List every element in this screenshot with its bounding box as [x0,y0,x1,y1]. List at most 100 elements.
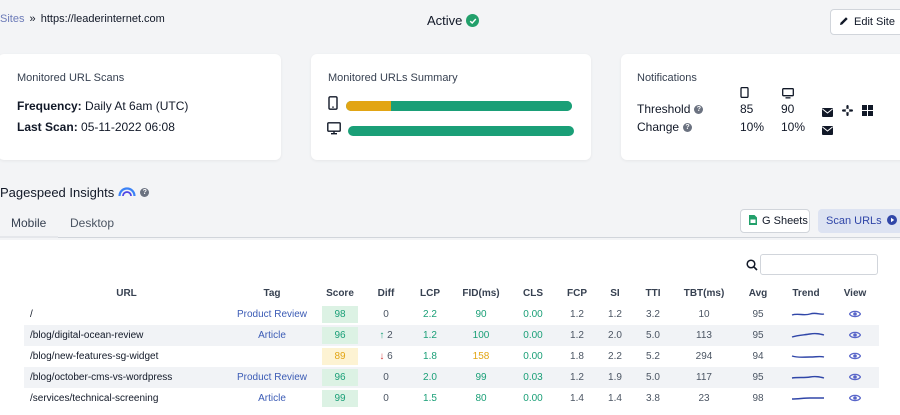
tab-mobile[interactable]: Mobile [11,216,47,230]
view-eye-icon[interactable] [836,388,874,409]
change-label-text: Change [637,120,680,134]
cell-url[interactable]: /services/technical-screening [30,393,159,404]
pagespeed-logo-icon [118,185,136,200]
edit-site-button[interactable]: Edit Site [830,9,900,35]
scan-urls-button[interactable]: Scan URLs [818,209,900,233]
header-tbt[interactable]: TBT(ms) [683,288,725,299]
cell-score: 99 [320,388,360,409]
check-circle-icon [466,14,480,27]
diff-value: 0 [383,393,389,404]
cell-tbt: 10 [698,309,710,320]
trend-sparkline [790,346,826,367]
header-tti[interactable]: TTI [645,288,661,299]
breadcrumb-current: https://leaderinternet.com [40,13,165,25]
cell-tbt: 117 [696,372,712,383]
envelope-icon[interactable] [822,122,833,140]
score-badge: 99 [322,390,358,407]
tab-desktop[interactable]: Desktop [70,216,115,230]
header-fcp[interactable]: FCP [567,288,587,299]
mobile-summary-bar [346,100,572,111]
mobile-icon [327,96,339,115]
cell-fcp: 1.2 [570,372,584,383]
cell-cls: 0.00 [523,393,543,404]
gsheets-button[interactable]: G Sheets [740,209,810,233]
edit-site-label: Edit Site [854,16,895,28]
cell-tti: 3.2 [646,309,660,320]
cell-score: 96 [320,325,360,346]
cell-avg: 95 [752,372,764,383]
search-input[interactable] [760,254,878,275]
header-tag[interactable]: Tag [263,288,281,299]
table-header: URL Tag Score Diff LCP FID(ms) CLS FCP S… [24,283,879,304]
insights-title: Pagespeed Insights [0,185,115,200]
header-cls[interactable]: CLS [523,288,543,299]
help-icon[interactable]: ? [140,188,150,197]
cell-si: 1.2 [608,309,622,320]
cell-tag[interactable] [232,346,312,367]
trend-sparkline [790,325,826,346]
mobile-bar-warning-segment [346,100,392,111]
breadcrumb-sites-link[interactable]: Sites [0,13,25,25]
arrow-up-icon: ↑ [379,330,388,341]
cell-url[interactable]: /blog/digital-ocean-review [30,330,144,341]
cell-tag[interactable]: Article [258,330,286,341]
header-lcp[interactable]: LCP [420,288,440,299]
summary-card-title: Monitored URLs Summary [328,72,458,84]
cell-lcp: 1.2 [423,330,437,341]
cell-url[interactable]: /blog/october-cms-vs-wordpress [30,372,173,383]
frequency-label: Frequency: [17,99,82,113]
device-tabs: Mobile Desktop [0,210,900,238]
cell-lcp: 1.8 [423,351,437,362]
cell-tbt: 294 [695,351,713,362]
envelope-icon[interactable] [822,104,833,122]
mobile-icon [740,85,749,103]
help-icon[interactable]: ? [694,104,704,114]
cell-diff: 0 [366,304,406,325]
header-diff[interactable]: Diff [377,288,395,299]
results-table: URL Tag Score Diff LCP FID(ms) CLS FCP S… [24,283,879,409]
cell-fid: 158 [472,351,490,362]
play-circle-icon [886,214,897,228]
cell-tag[interactable]: Product Review [236,372,308,383]
table-row: /services/technical-screening Article 99 0 1… [24,388,879,409]
view-eye-icon[interactable] [836,304,874,325]
header-fid[interactable]: FID(ms) [462,288,500,299]
view-eye-icon[interactable] [836,325,874,346]
help-icon[interactable]: ? [683,122,693,132]
cell-diff: 0 [366,367,406,388]
view-eye-icon[interactable] [836,367,874,388]
cell-tag[interactable]: Article [258,393,286,404]
monitored-url-scans-card: Monitored URL Scans Frequency: Daily At … [0,54,281,160]
cell-score: 89 [320,346,360,367]
header-avg[interactable]: Avg [748,288,768,299]
cell-tbt: 23 [698,393,710,404]
cell-avg: 94 [752,351,764,362]
header-si[interactable]: SI [610,288,620,299]
scans-card-title: Monitored URL Scans [17,72,125,84]
cell-fcp: 1.4 [570,393,584,404]
trend-sparkline [790,367,826,388]
sheet-icon [749,214,757,228]
table-row: / Product Review 98 0 2.2 90 0.00 1.2 1.2 3.2 10 95 [24,304,879,325]
cell-tag[interactable]: Product Review [236,309,308,320]
cell-si: 1.4 [608,393,622,404]
threshold-desktop-value: 90 [781,102,795,116]
cell-url[interactable]: /blog/new-features-sg-widget [30,351,159,362]
cell-url[interactable]: / [30,309,33,320]
cell-lcp: 2.2 [423,309,437,320]
cell-avg: 95 [752,309,764,320]
header-score[interactable]: Score [326,288,354,299]
mobile-summary-row [327,96,572,115]
slack-icon[interactable] [842,103,853,121]
gsheets-label: G Sheets [762,215,808,227]
cell-tti: 5.2 [646,351,660,362]
threshold-label-text: Threshold [637,102,691,116]
status-label: Active [427,13,463,28]
score-badge: 96 [322,369,358,386]
view-eye-icon[interactable] [836,346,874,367]
windows-icon[interactable] [862,103,873,121]
desktop-summary-bar [348,126,574,136]
notifications-card: Notifications Threshold ? 85 90 Change ?… [621,54,900,160]
header-url[interactable]: URL [116,288,137,299]
last-scan-label: Last Scan: [17,120,78,134]
